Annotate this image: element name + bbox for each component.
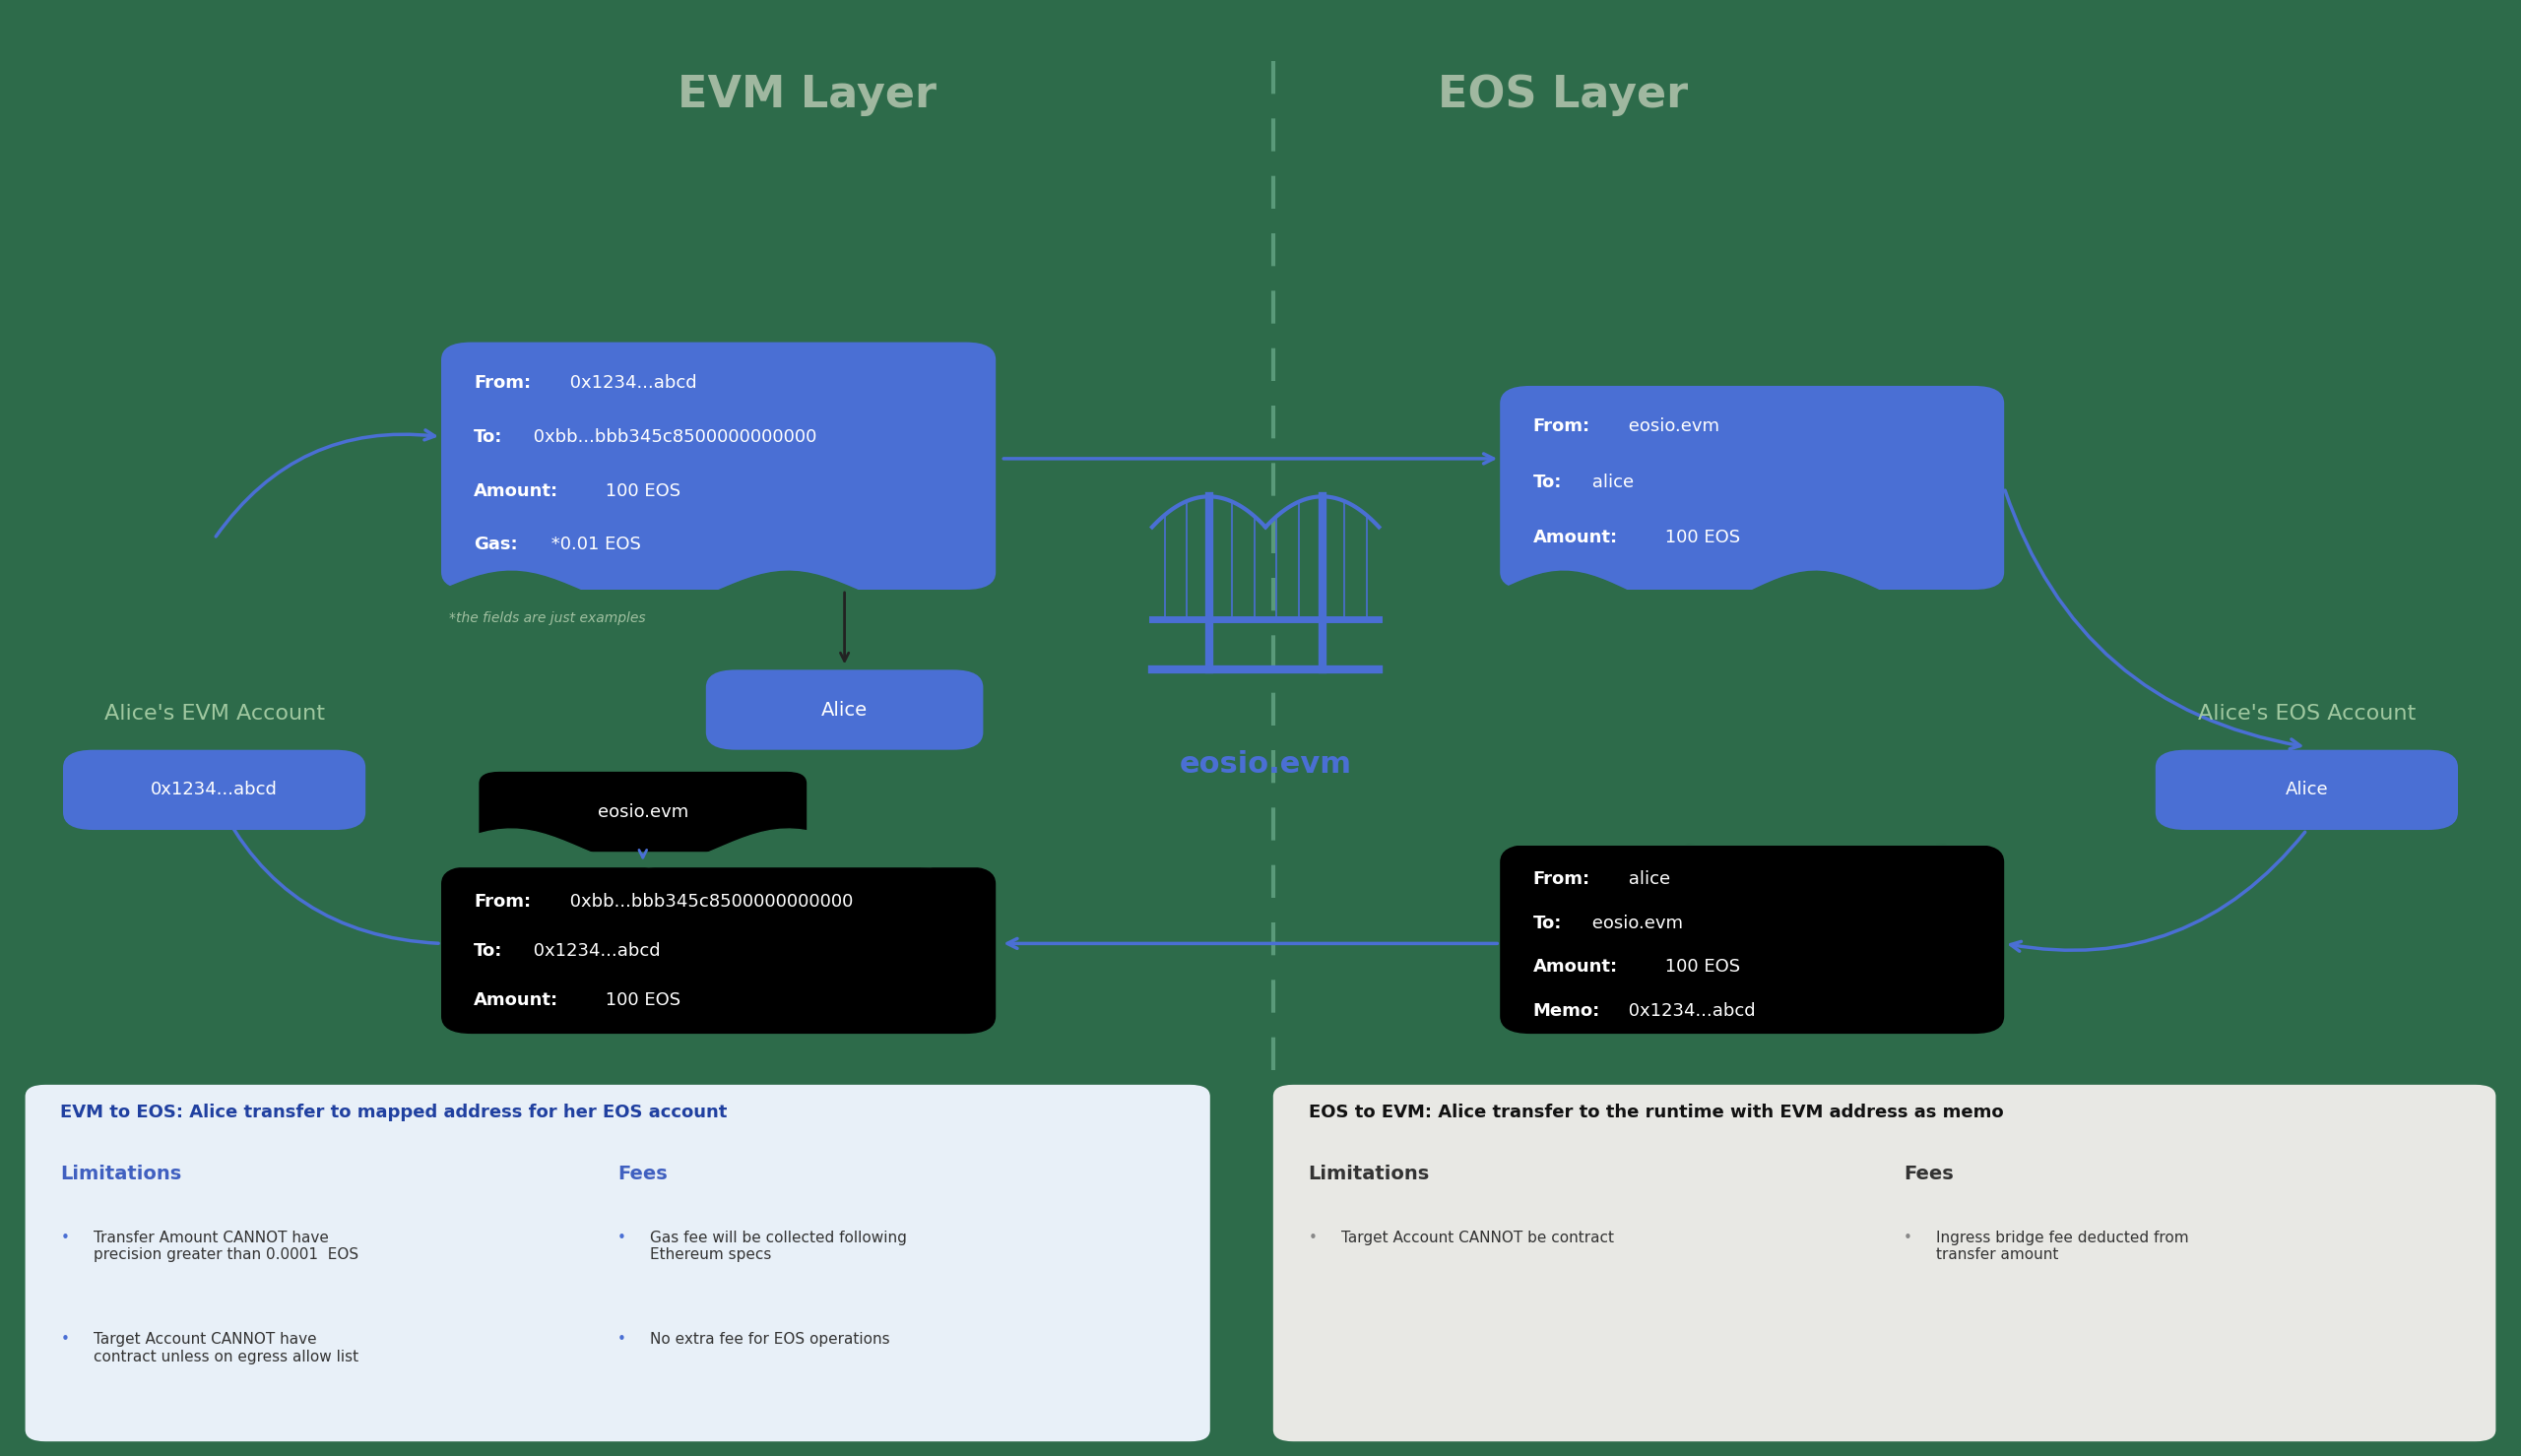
Text: To:: To: (1533, 914, 1560, 932)
FancyBboxPatch shape (63, 750, 366, 830)
Text: Target Account CANNOT be contract: Target Account CANNOT be contract (1341, 1230, 1613, 1245)
FancyBboxPatch shape (1500, 844, 2004, 1034)
Text: Amount:: Amount: (474, 482, 560, 499)
Text: Alice: Alice (2284, 780, 2329, 799)
Text: Amount:: Amount: (1533, 958, 1618, 976)
Text: Gas:: Gas: (474, 536, 517, 553)
FancyBboxPatch shape (1273, 1085, 2496, 1441)
Text: •: • (618, 1332, 625, 1347)
Text: eosio.evm: eosio.evm (597, 802, 688, 821)
Text: 100 EOS: 100 EOS (600, 482, 681, 499)
Text: Limitations: Limitations (61, 1165, 182, 1184)
Text: Alice's EVM Account: Alice's EVM Account (103, 703, 325, 724)
Text: 0xbb...bbb345c8500000000000: 0xbb...bbb345c8500000000000 (527, 428, 817, 446)
Text: alice: alice (1624, 871, 1671, 888)
Text: Transfer Amount CANNOT have
precision greater than 0.0001  EOS: Transfer Amount CANNOT have precision gr… (93, 1230, 358, 1262)
Text: Alice's EOS Account: Alice's EOS Account (2198, 703, 2415, 724)
FancyBboxPatch shape (2155, 750, 2458, 830)
FancyBboxPatch shape (441, 866, 996, 1034)
Text: EOS to EVM: Alice transfer to the runtime with EVM address as memo: EOS to EVM: Alice transfer to the runtim… (1308, 1104, 2004, 1121)
Text: 0x1234...abcd: 0x1234...abcd (1624, 1002, 1755, 1019)
Text: From:: From: (474, 893, 532, 910)
Text: eosio.evm: eosio.evm (1624, 418, 1719, 435)
Text: Amount:: Amount: (474, 992, 560, 1009)
Text: •: • (1308, 1230, 1316, 1245)
Text: 100 EOS: 100 EOS (1659, 529, 1739, 546)
Text: 100 EOS: 100 EOS (600, 992, 681, 1009)
Text: *0.01 EOS: *0.01 EOS (547, 536, 640, 553)
FancyBboxPatch shape (706, 670, 983, 750)
Text: Limitations: Limitations (1308, 1165, 1429, 1184)
Text: EVM to EOS: Alice transfer to mapped address for her EOS account: EVM to EOS: Alice transfer to mapped add… (61, 1104, 729, 1121)
Text: To:: To: (1533, 473, 1560, 491)
FancyBboxPatch shape (1500, 386, 2004, 590)
Text: *the fields are just examples: *the fields are just examples (449, 612, 645, 625)
Text: •: • (1903, 1230, 1911, 1245)
Text: Alice: Alice (822, 700, 867, 719)
Text: From:: From: (1533, 418, 1591, 435)
Text: From:: From: (1533, 871, 1591, 888)
Text: EVM Layer: EVM Layer (678, 73, 935, 116)
Text: 0x1234...abcd: 0x1234...abcd (565, 374, 696, 392)
Text: Target Account CANNOT have
contract unless on egress allow list: Target Account CANNOT have contract unle… (93, 1332, 358, 1364)
Text: Gas fee will be collected following
Ethereum specs: Gas fee will be collected following Ethe… (650, 1230, 908, 1262)
FancyBboxPatch shape (479, 772, 807, 852)
Text: From:: From: (474, 374, 532, 392)
Text: 0x1234...abcd: 0x1234...abcd (527, 942, 661, 960)
Text: To:: To: (474, 942, 502, 960)
Text: •: • (618, 1230, 625, 1245)
Text: Fees: Fees (618, 1165, 668, 1184)
Text: eosio.evm: eosio.evm (1180, 750, 1351, 779)
Text: Amount:: Amount: (1533, 529, 1618, 546)
Text: •: • (61, 1230, 68, 1245)
Text: eosio.evm: eosio.evm (1586, 914, 1684, 932)
Text: alice: alice (1586, 473, 1634, 491)
Text: Ingress bridge fee deducted from
transfer amount: Ingress bridge fee deducted from transfe… (1936, 1230, 2188, 1262)
Text: 100 EOS: 100 EOS (1659, 958, 1739, 976)
Text: 0xbb...bbb345c8500000000000: 0xbb...bbb345c8500000000000 (565, 893, 852, 910)
Text: 0x1234...abcd: 0x1234...abcd (151, 780, 277, 799)
Text: EOS Layer: EOS Layer (1437, 73, 1689, 116)
Text: Fees: Fees (1903, 1165, 1954, 1184)
Text: •: • (61, 1332, 68, 1347)
FancyBboxPatch shape (441, 342, 996, 590)
Text: No extra fee for EOS operations: No extra fee for EOS operations (650, 1332, 890, 1347)
Text: Memo:: Memo: (1533, 1002, 1601, 1019)
Text: To:: To: (474, 428, 502, 446)
FancyBboxPatch shape (25, 1085, 1210, 1441)
